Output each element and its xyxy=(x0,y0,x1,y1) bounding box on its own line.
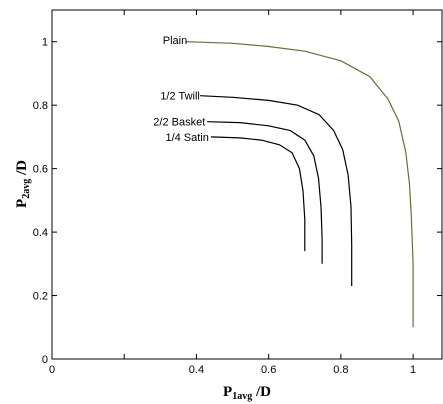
plot-area xyxy=(51,9,443,360)
y-axis-title-sub: 2avg xyxy=(21,179,32,199)
y-tick-label: 0 xyxy=(42,354,48,366)
y-tick-label: 0.4 xyxy=(33,227,48,239)
series-line-2-2-basket xyxy=(207,121,323,264)
y-axis-title: P2avg /D xyxy=(14,160,32,208)
x-tick-label: 0.6 xyxy=(261,364,276,376)
y-axis-title-suffix: /D xyxy=(14,160,30,179)
series-group xyxy=(185,41,414,328)
series-line-1-4-satin xyxy=(210,136,306,252)
x-tick-label: 0 xyxy=(49,364,55,376)
y-tick-label: 0.8 xyxy=(33,100,48,112)
series-label-1-2-twill: 1/2 Twill xyxy=(160,91,200,103)
x-axis-title-main: P xyxy=(223,384,232,400)
x-axis-title-suffix: /D xyxy=(252,384,271,400)
series-line-plain xyxy=(185,41,414,328)
x-tick-label: 0.8 xyxy=(333,364,348,376)
series-label-2-2-basket: 2/2 Basket xyxy=(153,117,205,129)
series-label-plain: Plain xyxy=(163,35,187,47)
series-labels: Plain 1/2 Twill 2/2 Basket 1/4 Satin xyxy=(153,35,209,144)
y-tick-label: 1 xyxy=(42,37,48,49)
x-tick-label: 1 xyxy=(410,364,416,376)
x-tick-label: 0.4 xyxy=(189,364,204,376)
y-tick-label: 0.6 xyxy=(33,164,48,176)
y-tick-label: 0.2 xyxy=(33,291,48,303)
x-axis-title-sub: 1avg xyxy=(232,391,252,402)
series-line-1-2-twill xyxy=(200,95,353,286)
x-axis-title: P1avg /D xyxy=(223,384,271,402)
axis-ticks: 0 0.4 0.6 0.8 1 0 0.2 0.4 0.6 0.8 1 xyxy=(33,10,442,376)
series-label-1-4-satin: 1/4 Satin xyxy=(165,132,208,144)
y-axis-title-main: P xyxy=(14,199,30,208)
